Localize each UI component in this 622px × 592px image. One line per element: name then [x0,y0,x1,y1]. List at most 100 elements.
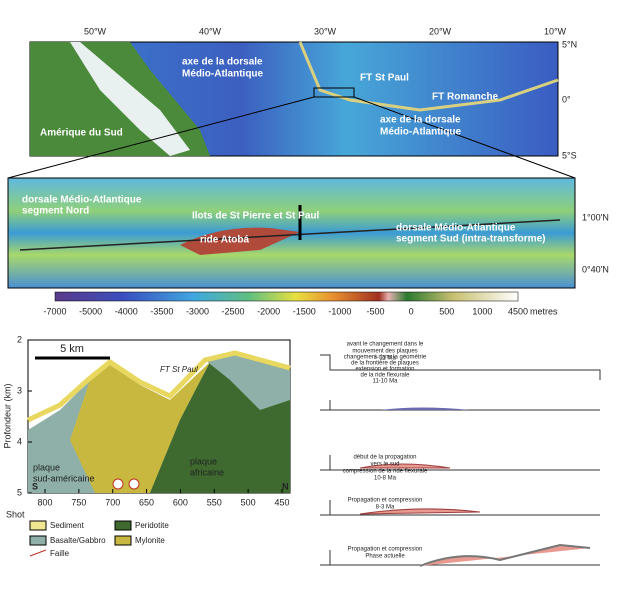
label: Médio-Atlantique [380,127,462,138]
latitude: 5°S [562,150,577,160]
legend-label: Faille [50,549,70,558]
legend-label: Peridotite [135,521,169,530]
x-tick-label: 800 [37,497,52,507]
label: > 11 Ma [374,356,396,362]
label: axe de la dorsale [380,115,461,126]
inset-box [313,87,355,98]
latitude: 0°40'N [582,264,609,274]
transform [19,219,561,251]
longitude: 50°W [84,26,107,36]
colorbar-tick: -500 [367,306,385,316]
flexural-ridge [359,463,451,469]
flexural-ridge [419,543,591,567]
label: segment Sud (intra-transforme) [396,234,545,245]
label: début de la propagation [353,455,416,461]
x-tick-label: 700 [105,497,120,507]
label: Propagation et compression [348,498,423,504]
motion-symbol [112,478,124,490]
colorbar-tick: -3500 [150,306,173,316]
colorbar-tick: 4500 [508,306,528,316]
latitude: 5°N [562,39,577,49]
colorbar [54,291,519,302]
x-axis-label: Shot [6,509,25,519]
legend-label: Mylonite [135,536,165,545]
mylonite [70,362,210,493]
label: de la ride flexurale [360,373,410,379]
legend-label: Basalte/Gabbro [50,536,106,545]
y-tick-label: 3 [17,385,22,395]
x-tick-label: 600 [173,497,188,507]
label: 10-8 Ma [374,476,397,482]
y-tick-label: 5 [17,487,22,497]
y-tick-label: 4 [17,436,22,446]
fault-label: FT St Paul [160,365,198,374]
label: sud-américaine [33,473,95,483]
y-axis-label: Profondeur (km) [2,383,12,448]
basalt [205,355,290,410]
south: S [32,481,38,491]
flexural-ridge [359,508,481,515]
label: de la frontière de plaques [351,361,419,367]
label: compression de la ride flexurale [343,469,428,475]
label: Médio-Atlantique [182,69,264,80]
x-tick-label: 550 [207,497,222,507]
longitude: 40°W [199,26,222,36]
label: plaque [190,456,217,466]
x-tick-label: 750 [71,497,86,507]
colorbar-tick: -1000 [328,306,351,316]
leader [353,96,576,179]
leader [7,96,315,179]
label: Phase actuelle [365,554,405,560]
motion-symbol [128,478,140,490]
swatch [114,520,132,531]
label: dorsale Médio-Atlantique [396,223,516,234]
colorbar-tick: 0 [409,306,414,316]
swatch [29,549,47,557]
colorbar-tick: -2500 [222,306,245,316]
scale-label: 5 km [60,343,84,355]
longitude: 10°W [544,26,567,36]
label: ride Atobá [200,235,250,246]
swatch [114,535,132,546]
ridge [298,41,559,112]
label: africaine [190,467,224,477]
sediment [26,350,291,423]
colorbar-unit: metres [530,306,558,316]
label: avant le changement dans le [347,342,424,348]
label: FT St Paul [360,73,409,84]
ridge-relief [180,227,300,255]
label: dorsale Médio-Atlantique [22,195,142,206]
colorbar-tick: 1000 [472,306,492,316]
flexural-ridge [380,407,470,410]
latitude: 1°00'N [582,212,609,222]
longitude: 20°W [429,26,452,36]
colorbar-tick: -3000 [186,306,209,316]
x-tick-label: 450 [274,497,289,507]
label: vers le sud [370,462,399,468]
label: mouvement des plaques [352,349,417,355]
colorbar-tick: 500 [439,306,454,316]
label: segment Nord [22,206,89,217]
y-tick-label: 2 [17,334,22,344]
label: plaque [33,462,60,472]
label: Amérique du Sud [40,128,123,139]
longitude: 30°W [314,26,337,36]
label: Propagation et compression [348,547,423,553]
label: Ilots de St Pierre et St Paul [192,211,319,222]
north: N [282,481,289,491]
swatch [29,520,47,531]
label: FT Romanche [432,92,499,103]
colorbar-tick: -1500 [293,306,316,316]
colorbar-tick: -4000 [115,306,138,316]
legend-label: Sediment [50,521,85,530]
label: extension et formation [355,367,414,373]
label: changement dans la géométrie [344,355,427,361]
label: axe de la dorsale [182,57,263,68]
x-tick-label: 650 [139,497,154,507]
shelf [70,42,190,156]
colorbar-tick: -5000 [79,306,102,316]
colorbar-tick: -2000 [257,306,280,316]
colorbar-tick: -7000 [43,306,66,316]
